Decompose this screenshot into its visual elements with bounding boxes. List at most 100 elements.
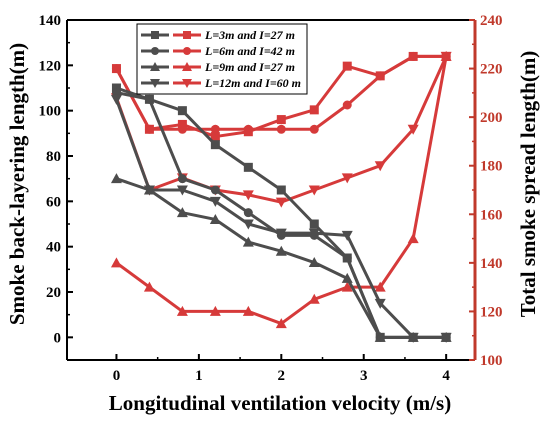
data-point [374, 331, 386, 342]
y-axis-label: Smoke back-layering length(m) [5, 43, 29, 325]
legend-marker-left [150, 79, 160, 88]
data-point [408, 51, 418, 61]
data-point [407, 124, 419, 135]
data-point [242, 190, 254, 201]
legend-marker-right [182, 79, 192, 88]
data-point [276, 115, 286, 125]
data-point [374, 281, 386, 292]
data-point [177, 124, 187, 134]
data-point [275, 228, 287, 239]
data-point [440, 51, 452, 62]
data-point [210, 124, 220, 134]
data-point [110, 94, 122, 105]
y2-tick-label: 120 [480, 304, 503, 320]
data-point [242, 236, 254, 247]
data-point [342, 61, 352, 71]
x-tick-label: 4 [442, 368, 450, 384]
data-point [308, 185, 320, 196]
data-point [210, 140, 220, 150]
data-point [440, 332, 452, 343]
data-point [243, 124, 253, 134]
data-point [110, 257, 122, 268]
legend-label: L=6m and I=42 m [204, 44, 295, 58]
data-point [177, 119, 187, 129]
data-point [243, 162, 253, 172]
legend-label: L=3m and I=27 m [204, 28, 295, 42]
data-point [309, 124, 319, 134]
legend-entry: L=6m and I=42 m [141, 44, 295, 58]
series-line [115, 98, 447, 339]
data-point [209, 305, 221, 316]
legend-marker-right [183, 31, 191, 39]
legend-marker-right [182, 62, 192, 71]
x-tick-label: 1 [195, 368, 203, 384]
y2-tick-label: 240 [480, 13, 503, 29]
data-point [407, 233, 419, 244]
data-point [341, 272, 353, 283]
data-point [176, 305, 188, 316]
legend-label: L=12m and I=60 m [204, 76, 301, 90]
axes-layer: 0204060801001201401001201401601802002202… [39, 13, 503, 384]
data-point [177, 174, 187, 184]
y2-tick-label: 160 [480, 207, 503, 223]
y2-tick-label: 200 [480, 110, 503, 126]
legend-entry: L=12m and I=60 m [141, 76, 301, 90]
legend-entry: L=3m and I=27 m [141, 28, 295, 42]
y-tick-label: 20 [46, 285, 61, 301]
y-tick-label: 0 [54, 330, 62, 346]
y2-tick-label: 140 [480, 256, 503, 272]
right-axis-series [110, 50, 452, 329]
data-point [276, 185, 286, 195]
data-point [308, 293, 320, 304]
data-point [276, 124, 286, 134]
data-point [111, 83, 121, 93]
data-point [143, 281, 155, 292]
y-tick-label: 100 [39, 104, 62, 120]
data-point [144, 124, 154, 134]
data-point [110, 173, 122, 184]
legend-label: L=9m and I=27 m [204, 60, 295, 74]
data-point [308, 228, 320, 239]
y-tick-label: 40 [46, 240, 61, 256]
data-point [308, 257, 320, 268]
y-tick-label: 60 [46, 194, 61, 210]
data-point [176, 185, 188, 196]
x-axis-label: Longitudinal ventilation velocity (m/s) [109, 391, 451, 415]
legend-entry: L=9m and I=27 m [141, 60, 295, 74]
data-point [111, 88, 121, 98]
legend-marker-left [151, 47, 159, 55]
data-point [209, 196, 221, 207]
data-point [144, 94, 154, 104]
y-tick-label: 140 [39, 13, 62, 29]
legend-marker-right [183, 47, 191, 55]
legend: L=3m and I=27 m L=6m and I=42 m L=9m and I… [136, 23, 308, 95]
x-tick-label: 3 [360, 368, 368, 384]
data-point [242, 219, 254, 230]
data-point [210, 185, 220, 195]
data-point [177, 106, 187, 116]
legend-marker-left [151, 31, 159, 39]
data-point [341, 173, 353, 184]
data-point [341, 230, 353, 241]
y-tick-label: 120 [39, 58, 62, 74]
y-tick-label: 80 [46, 149, 61, 165]
legend-marker-left [150, 62, 160, 71]
data-point [242, 305, 254, 316]
left-axis-series [110, 94, 452, 343]
y2-tick-label: 100 [480, 353, 503, 369]
data-point [374, 298, 386, 309]
y2-tick-label: 220 [480, 62, 503, 78]
data-point [143, 185, 155, 196]
data-point [309, 219, 319, 229]
y2-axis-label: Total smoke spread length(m) [516, 51, 540, 318]
series-layer [110, 50, 452, 343]
data-point [111, 64, 121, 74]
data-point [275, 318, 287, 329]
data-point [407, 332, 419, 343]
data-point [176, 207, 188, 218]
data-point [209, 213, 221, 224]
data-point [275, 197, 287, 208]
data-point [342, 253, 352, 263]
data-point [375, 71, 385, 81]
